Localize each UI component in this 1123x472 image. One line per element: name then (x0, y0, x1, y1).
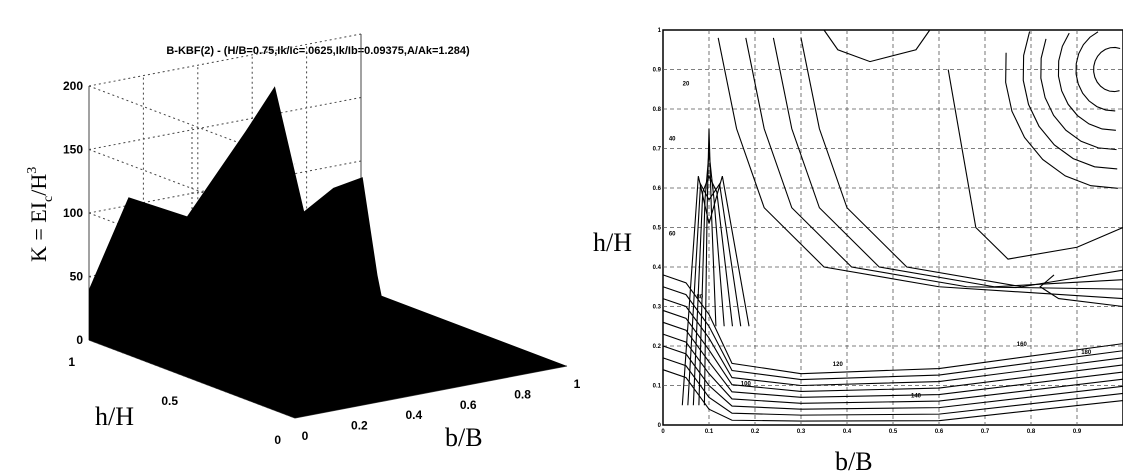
surface-mesh (89, 86, 567, 419)
contour-level-label: 140 (911, 393, 922, 399)
contour-x-tick-label: 0.7 (981, 429, 990, 435)
contour-line (662, 333, 1123, 404)
contour-x-axis-label: b/B (835, 447, 873, 472)
contour-y-tick-label: 0.3 (653, 305, 662, 311)
z-tick-label: 150 (63, 143, 83, 157)
contour-x-tick-label: 0.8 (1027, 429, 1036, 435)
contour-line (1005, 52, 1118, 189)
contour-line (1057, 32, 1116, 131)
contour-y-tick-label: 0.5 (653, 226, 662, 232)
contour-y-tick-labels: 0 0.1 0.2 0.3 0.4 0.5 0.6 0.7 0.8 0.9 1 (653, 28, 662, 429)
contour-line (1093, 46, 1121, 93)
contour-grid (663, 30, 1123, 425)
x-tick-labels: 0 0.2 0.4 0.6 0.8 1 (302, 377, 581, 443)
contour-y-tick-label: 0 (658, 423, 662, 429)
contour-x-tick-label: 0.3 (797, 429, 806, 435)
contour-y-tick-label: 1 (658, 28, 662, 34)
contour-line (1039, 274, 1123, 308)
contour-y-tick-label: 0.2 (653, 344, 662, 350)
y-tick-label: 0 (274, 433, 281, 447)
contour-line (947, 69, 1123, 260)
contour-line (662, 309, 1123, 392)
z-tick-label: 200 (63, 79, 83, 93)
contour-x-tick-labels: 0 0.1 0.2 0.3 0.4 0.5 0.6 0.7 0.8 0.9 (661, 429, 1082, 435)
contour-level-label: 120 (833, 362, 844, 368)
contour-level-labels: 20 40 60 80 100 120 140 160 180 (669, 81, 1092, 399)
contour-line (1022, 31, 1118, 170)
x-tick-label: 0 (302, 429, 309, 443)
contour-x-tick-label: 0.2 (751, 429, 760, 435)
contour-line (800, 37, 1123, 288)
contour-plot: 20 40 60 80 100 120 140 160 180 0 0.1 0.2 0.3 0.4 0.5… (593, 28, 1123, 472)
contour-y-tick-label: 0.4 (653, 265, 662, 271)
contour-y-tick-label: 0.8 (653, 107, 662, 113)
contour-x-tick-label: 0.1 (705, 429, 714, 435)
z-axis-label: K = EIc/H3 (25, 167, 56, 262)
x-axis-label: b/B (445, 423, 483, 452)
x-tick-label: 0.4 (405, 408, 422, 422)
contour-y-tick-label: 0.7 (653, 147, 662, 153)
z-axis-label-tail: /H (26, 174, 51, 196)
contour-line (745, 37, 1123, 290)
contour-x-tick-label: 0 (661, 429, 665, 435)
x-tick-label: 1 (574, 377, 581, 391)
contour-x-tick-label: 0.9 (1073, 429, 1082, 435)
contour-line (662, 369, 1123, 422)
contour-line (687, 182, 742, 406)
x-tick-label: 0.2 (351, 419, 368, 433)
x-tick-label: 0.6 (460, 398, 477, 412)
x-tick-label: 0.8 (514, 387, 531, 401)
z-tick-labels: 0 50 100 150 200 (63, 79, 83, 347)
back-wall-gridline (88, 97, 362, 150)
z-axis-label-main: K = EI (26, 202, 51, 262)
contour-y-tick-label: 0.1 (653, 384, 662, 390)
y-tick-label: 0.5 (161, 394, 178, 408)
contour-line (823, 29, 931, 63)
back-wall-gridline (88, 33, 362, 87)
contour-x-tick-label: 0.6 (935, 429, 944, 435)
z-axis-label-sup: 3 (25, 167, 40, 174)
contour-line (662, 357, 1123, 416)
contour-line (698, 152, 725, 406)
contour-line (692, 174, 734, 406)
contour-level-label: 80 (696, 295, 703, 301)
y-tick-label: 1 (68, 355, 75, 369)
contour-lines (662, 29, 1123, 422)
side-wall-gridline (88, 85, 296, 165)
contour-line (1075, 31, 1116, 112)
y-axis-label: h/H (95, 402, 134, 431)
contour-level-label: 60 (669, 231, 676, 237)
contour-line (681, 176, 750, 406)
contour-line (662, 286, 1123, 381)
surface-title: B-KBF(2) - (H/B=0.75,Ik/Ic=.0625,Ik/Ib=0… (166, 45, 470, 57)
contour-level-label: 180 (1081, 350, 1092, 356)
contour-x-tick-label: 0.5 (889, 429, 898, 435)
y-tick-labels: 10.50 (68, 355, 281, 447)
z-tick-label: 0 (76, 333, 83, 347)
contour-line (717, 37, 1123, 300)
contour-x-tick-label: 0.4 (843, 429, 852, 435)
contour-line (662, 321, 1123, 398)
contour-y-tick-label: 0.9 (653, 68, 662, 74)
contour-line (662, 274, 1123, 375)
contour-level-label: 20 (683, 81, 690, 87)
contour-level-label: 40 (669, 137, 676, 143)
contour-level-label: 160 (1017, 342, 1028, 348)
contour-y-axis-label: h/H (593, 228, 632, 257)
contour-line (1040, 38, 1117, 151)
z-tick-label: 100 (63, 206, 83, 220)
contour-line (662, 298, 1123, 387)
contour-level-label: 100 (741, 382, 752, 388)
z-axis-label-sub: c (41, 196, 56, 202)
surface-plot: B-KBF(2) - (H/B=0.75,Ik/Ic=.0625,Ik/Ib=0… (25, 33, 581, 452)
z-tick-label: 50 (70, 270, 84, 284)
contour-y-tick-label: 0.6 (653, 186, 662, 192)
contour-line (703, 128, 717, 406)
